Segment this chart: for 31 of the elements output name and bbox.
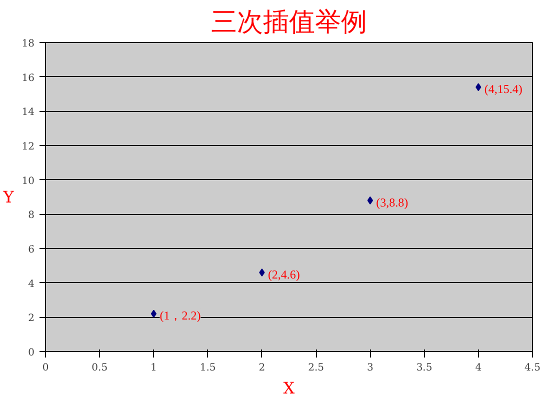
point [367, 196, 373, 204]
x-tick-label: 0 [42, 362, 49, 374]
y-tick-label: 16 [22, 72, 35, 84]
y-tick-label: 12 [22, 142, 35, 152]
y-tick-label: 18 [22, 38, 35, 50]
data-label: (4,15.4) [484, 82, 522, 96]
y-tick-label: 14 [22, 107, 35, 118]
x-axis-title: X [283, 378, 296, 398]
y-tick-label: 4 [28, 278, 35, 290]
x-tick-label: 1.5 [200, 362, 216, 374]
x-tick-label: 0.5 [92, 362, 108, 374]
y-tick-label: 0 [28, 348, 35, 358]
x-tick-label: 4.5 [524, 362, 540, 374]
data-label: (3,8.8) [376, 195, 408, 210]
point [476, 83, 482, 92]
x-tick-label: 3.5 [416, 362, 432, 374]
y-tick-label: 10 [22, 176, 35, 187]
point [150, 310, 157, 318]
y-tick-label: 8 [28, 210, 35, 222]
x-tick-label: 2.5 [308, 362, 324, 374]
x-tick-label: 3 [366, 362, 374, 374]
y-tick-label: 6 [28, 244, 35, 256]
x-tick-label: 1 [150, 362, 157, 374]
y-tick-label: 2 [28, 313, 35, 324]
chart-title: 三次插值举例 [211, 8, 367, 38]
data-label: (2,4.6) [268, 268, 300, 282]
data-label: (1，2.2) [160, 308, 201, 323]
x-tick-label: 2 [258, 362, 266, 374]
point [259, 268, 265, 277]
x-tick-label: 4 [475, 362, 482, 374]
y-axis-title: Y [2, 188, 14, 206]
